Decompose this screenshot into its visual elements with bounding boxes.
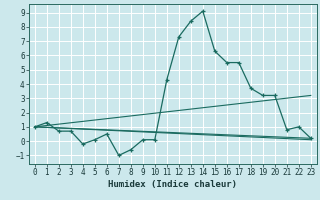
- X-axis label: Humidex (Indice chaleur): Humidex (Indice chaleur): [108, 180, 237, 189]
